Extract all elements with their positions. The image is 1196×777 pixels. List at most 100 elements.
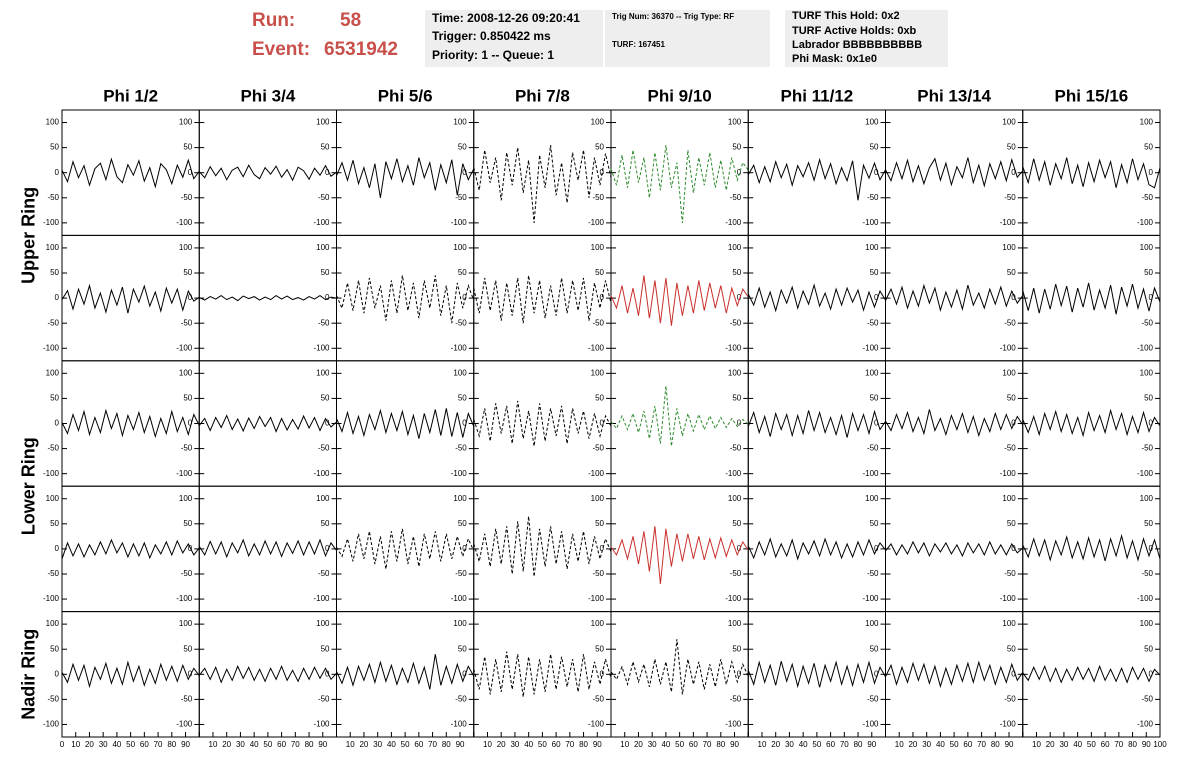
y-tick-label: 100	[1002, 368, 1016, 377]
y-tick-label: -100	[451, 469, 468, 478]
x-tick-label: 80	[442, 740, 451, 749]
x-tick-label: 20	[908, 740, 917, 749]
y-tick-label: 0	[1149, 419, 1154, 428]
y-tick-label: 50	[458, 519, 467, 528]
waveform	[747, 537, 886, 561]
y-tick-label: 50	[458, 143, 467, 152]
y-tick-label: 50	[595, 644, 604, 653]
waveform	[747, 157, 886, 201]
x-tick-label: 10	[1032, 740, 1041, 749]
y-tick-label: 100	[591, 494, 605, 503]
y-tick-label: -50	[47, 694, 59, 703]
y-tick-label: -100	[725, 720, 742, 729]
run-label: Run:	[252, 10, 295, 31]
x-tick-label: 20	[1046, 740, 1055, 749]
y-tick-label: -50	[455, 193, 467, 202]
x-tick-label: 40	[799, 740, 808, 749]
y-tick-label: 0	[1011, 293, 1016, 302]
panel-frame	[198, 109, 337, 236]
y-tick-label: 100	[591, 118, 605, 127]
y-tick-label: 0	[462, 419, 467, 428]
y-tick-label: 0	[737, 544, 742, 553]
x-tick-label: 70	[977, 740, 986, 749]
y-tick-label: -50	[181, 444, 193, 453]
row-label: Lower Ring	[19, 437, 39, 535]
waveform	[198, 664, 337, 684]
y-tick-label: -50	[318, 694, 330, 703]
y-tick-label: -100	[313, 218, 330, 227]
y-tick-label: 100	[316, 619, 330, 628]
x-tick-label: 60	[277, 740, 286, 749]
x-tick-label: 70	[565, 740, 574, 749]
y-tick-label: 100	[453, 619, 467, 628]
waveform	[199, 294, 337, 302]
y-tick-label: -50	[455, 694, 467, 703]
y-tick-label: -100	[725, 594, 742, 603]
panel-frame	[61, 611, 200, 738]
y-tick-label: -100	[43, 594, 60, 603]
column-header: Phi 13/14	[917, 86, 991, 105]
panel-frame	[885, 109, 1024, 236]
y-tick-label: -50	[730, 694, 742, 703]
x-tick-label: 60	[689, 740, 698, 749]
y-tick-label: 50	[732, 268, 741, 277]
waveform	[1022, 533, 1161, 562]
y-tick-label: 100	[316, 494, 330, 503]
x-tick-label: 0	[60, 740, 65, 749]
y-tick-label: 100	[316, 368, 330, 377]
waveform	[610, 385, 749, 447]
y-tick-label: -100	[1000, 469, 1017, 478]
y-tick-label: -100	[176, 469, 193, 478]
y-tick-label: 50	[1007, 143, 1016, 152]
y-tick-label: -100	[451, 343, 468, 352]
column-header: Phi 7/8	[515, 86, 570, 105]
y-tick-label: 50	[870, 394, 879, 403]
y-tick-label: 0	[325, 419, 330, 428]
info-box	[605, 10, 770, 67]
y-tick-label: 0	[874, 544, 879, 553]
y-tick-label: -50	[1141, 444, 1153, 453]
waveform	[473, 516, 612, 577]
waveform	[336, 275, 475, 324]
y-tick-label: -100	[451, 218, 468, 227]
y-tick-label: -50	[1141, 193, 1153, 202]
waveform	[198, 538, 337, 559]
y-tick-label: 0	[1149, 168, 1154, 177]
priority: Priority: 1 -- Queue: 1	[432, 48, 554, 62]
waveform	[1022, 157, 1161, 189]
y-tick-label: -100	[1000, 218, 1017, 227]
x-tick-label: 90	[1142, 740, 1151, 749]
y-tick-label: -100	[176, 720, 193, 729]
x-tick-label: 20	[222, 740, 231, 749]
column-header: Phi 3/4	[240, 86, 295, 105]
y-tick-label: -100	[588, 720, 605, 729]
y-tick-label: 100	[728, 494, 742, 503]
y-tick-label: -50	[318, 193, 330, 202]
y-tick-label: -50	[592, 694, 604, 703]
x-tick-label: 20	[497, 740, 506, 749]
waveform	[473, 275, 612, 324]
x-tick-label: 80	[991, 740, 1000, 749]
y-tick-label: -50	[181, 569, 193, 578]
info-box	[425, 10, 603, 67]
x-tick-label: 40	[387, 740, 396, 749]
y-tick-label: -100	[313, 343, 330, 352]
panel-frame	[747, 109, 886, 236]
x-tick-label: 50	[126, 740, 135, 749]
waveform	[336, 408, 475, 439]
y-tick-label: -100	[862, 469, 879, 478]
x-tick-label: 20	[359, 740, 368, 749]
y-tick-label: -100	[1137, 720, 1154, 729]
y-tick-label: -50	[318, 444, 330, 453]
y-tick-label: 0	[874, 419, 879, 428]
x-tick-label: 50	[1087, 740, 1096, 749]
y-tick-label: 0	[462, 168, 467, 177]
y-tick-label: 0	[874, 669, 879, 678]
y-tick-label: -50	[1141, 694, 1153, 703]
y-tick-label: 50	[870, 143, 879, 152]
x-tick-label: 40	[524, 740, 533, 749]
y-tick-label: 0	[462, 293, 467, 302]
y-tick-label: 50	[321, 519, 330, 528]
waveform	[473, 651, 612, 697]
